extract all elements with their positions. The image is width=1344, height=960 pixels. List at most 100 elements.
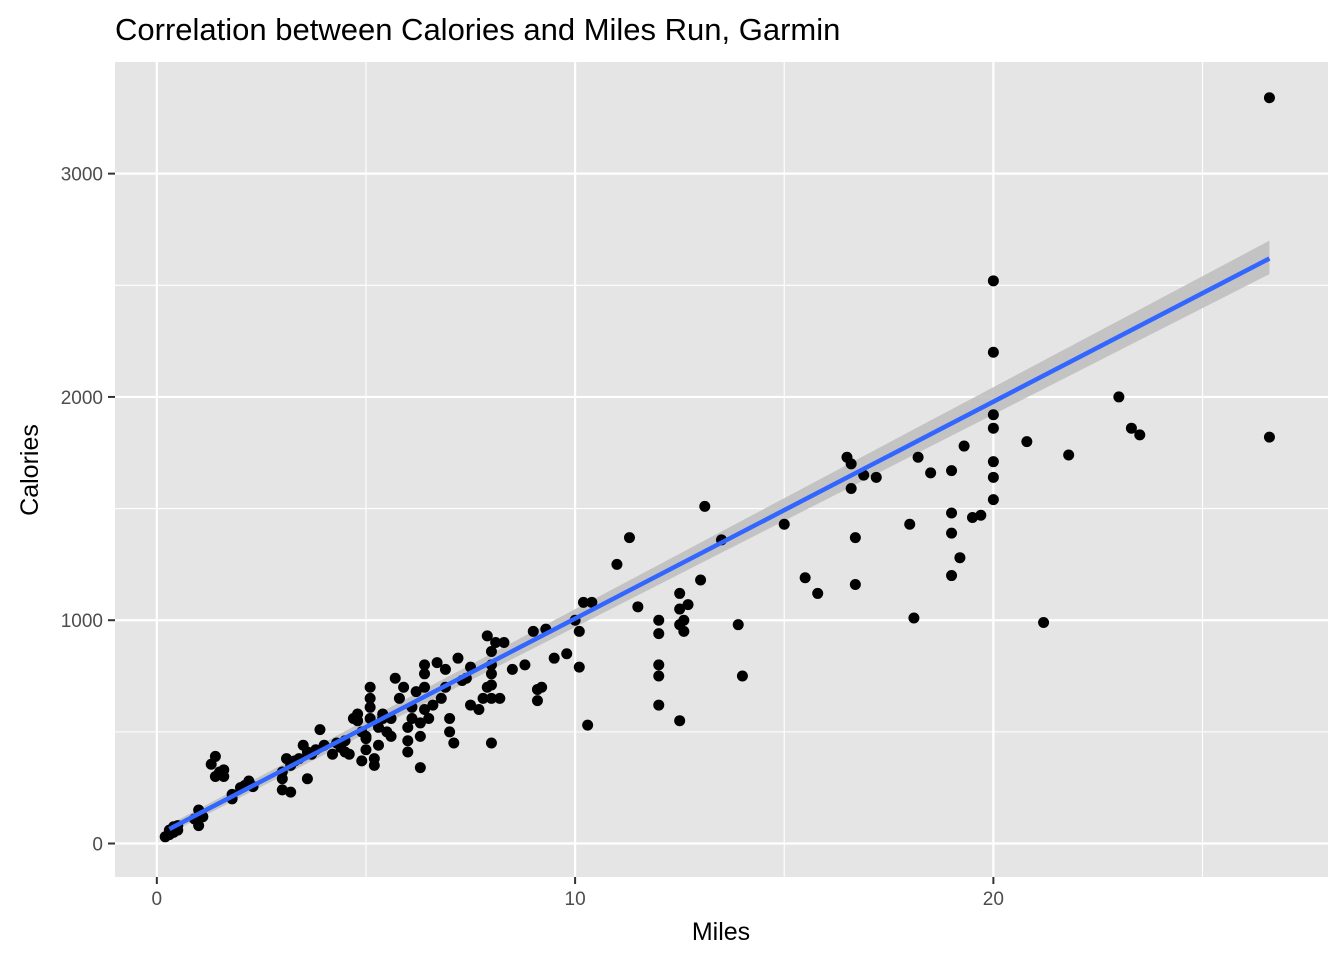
data-point: [419, 659, 431, 671]
data-point: [481, 630, 493, 642]
data-point: [987, 494, 999, 506]
y-tick-label: 1000: [61, 611, 103, 632]
plot-panel: [115, 62, 1328, 877]
data-point: [812, 587, 824, 599]
data-point: [966, 512, 978, 524]
data-point: [849, 578, 861, 590]
data-point: [954, 552, 966, 564]
data-point: [1134, 429, 1146, 441]
data-point: [674, 715, 686, 727]
data-point: [444, 726, 456, 738]
x-axis-ticks: 0 10 20: [152, 877, 1004, 910]
data-point: [498, 637, 510, 649]
y-axis-title: Calories: [16, 424, 44, 516]
data-point: [908, 612, 920, 624]
data-point: [573, 625, 585, 637]
data-point: [987, 275, 999, 287]
data-point: [410, 686, 422, 698]
data-point: [490, 637, 502, 649]
data-point: [904, 518, 916, 530]
data-point: [925, 467, 937, 479]
data-point: [577, 596, 589, 608]
data-point: [485, 645, 497, 657]
data-point: [285, 786, 297, 798]
data-point: [695, 574, 707, 586]
data-point: [548, 652, 560, 664]
data-point: [536, 681, 548, 693]
x-tick-label: 0: [152, 889, 163, 910]
data-point: [678, 614, 690, 626]
data-point: [653, 628, 665, 640]
data-point: [1113, 391, 1125, 403]
data-point: [987, 409, 999, 421]
data-point: [448, 737, 460, 749]
chart-title: Correlation between Calories and Miles R…: [115, 12, 840, 47]
data-point: [477, 692, 489, 704]
data-point: [452, 652, 464, 664]
data-point: [623, 532, 635, 544]
data-point: [958, 440, 970, 452]
trendline: [168, 256, 1271, 831]
data-point: [632, 601, 644, 613]
data-point: [465, 699, 477, 711]
data-point: [519, 659, 531, 671]
data-point: [439, 663, 451, 675]
data-point: [987, 346, 999, 358]
data-point: [414, 762, 426, 774]
data-point: [485, 692, 497, 704]
data-point: [494, 692, 506, 704]
data-point: [356, 755, 368, 767]
data-point: [402, 735, 414, 747]
data-point: [414, 717, 426, 729]
data-point: [402, 746, 414, 758]
data-point: [506, 663, 518, 675]
data-point: [343, 748, 355, 760]
data-point: [561, 648, 573, 660]
data-point: [419, 681, 431, 693]
data-point: [674, 603, 686, 615]
data-point: [674, 587, 686, 599]
data-point: [611, 558, 623, 570]
data-point: [912, 451, 924, 463]
data-point: [1263, 92, 1275, 104]
x-tick-label: 20: [983, 889, 1004, 910]
data-point: [373, 739, 385, 751]
data-point: [301, 773, 313, 785]
data-point: [1021, 436, 1033, 448]
data-point: [699, 500, 711, 512]
y-tick-label: 0: [92, 835, 103, 856]
data-point: [653, 659, 665, 671]
data-point: [419, 704, 431, 716]
data-point: [946, 527, 958, 539]
data-point: [393, 692, 405, 704]
data-point: [398, 681, 410, 693]
data-point: [845, 458, 857, 470]
y-tick-label: 2000: [61, 388, 103, 409]
y-axis-ticks: 0 1000 2000 3000: [61, 165, 115, 856]
data-point: [736, 670, 748, 682]
data-point: [1063, 449, 1075, 461]
data-point: [414, 730, 426, 742]
data-point: [845, 482, 857, 494]
data-point: [987, 456, 999, 468]
data-point: [582, 719, 594, 731]
data-point: [573, 661, 585, 673]
data-point: [1038, 616, 1050, 628]
data-point: [799, 572, 811, 584]
data-point: [435, 692, 447, 704]
y-tick-label: 3000: [61, 165, 103, 186]
data-point: [406, 712, 418, 724]
data-point: [276, 784, 288, 796]
data-point: [360, 744, 372, 756]
data-point: [352, 708, 364, 720]
data-point: [1263, 431, 1275, 443]
data-point: [653, 699, 665, 711]
trendline-layer: [168, 256, 1271, 831]
data-point: [653, 614, 665, 626]
data-point: [368, 753, 380, 765]
data-point: [431, 657, 443, 669]
data-point: [485, 679, 497, 691]
data-point: [473, 704, 485, 716]
data-point: [531, 695, 543, 707]
